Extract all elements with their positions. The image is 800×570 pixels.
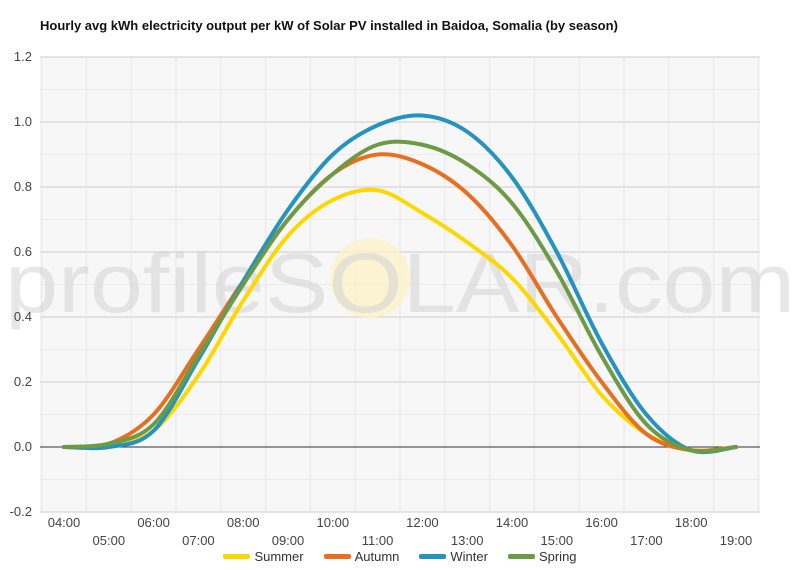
series-layer: [62, 113, 738, 455]
x-tick-label: 11:00: [362, 533, 394, 548]
series-line-autumn: [62, 152, 738, 453]
chart-title: Hourly avg kWh electricity output per kW…: [40, 18, 618, 33]
x-tick-label: 07:00: [182, 533, 215, 548]
legend-label: Winter: [450, 549, 488, 564]
series-line-spring: [62, 139, 738, 454]
legend-label: Spring: [538, 549, 577, 564]
x-tick-label: 16:00: [585, 515, 618, 530]
x-tick-label: 08:00: [227, 515, 260, 530]
x-tick-label: 18:00: [675, 515, 708, 530]
watermark-sun-icon: [330, 238, 410, 318]
series-line-winter: [62, 113, 738, 455]
axis-layer: -0.2 0.0 0.2 0.4 0.6 0.8 1.0 1.2 04:00 05:00 06:00…: [10, 49, 760, 548]
y-tick-label: 0.6: [14, 244, 32, 259]
legend-swatch: [419, 554, 447, 559]
series-line-summer: [62, 187, 738, 453]
legend-item-spring[interactable]: Spring: [507, 549, 577, 564]
x-tick-label: 09:00: [272, 533, 305, 548]
x-tick-label: 13:00: [451, 533, 484, 548]
x-tick-label: 19:00: [720, 533, 753, 548]
watermark-text: profileSOLAR.com: [5, 236, 795, 330]
watermark: profileSOLAR.com: [5, 236, 795, 330]
legend-swatch: [223, 554, 251, 559]
legend-swatch: [323, 554, 351, 559]
legend: Summer Autumn Winter Spring: [0, 549, 800, 564]
x-tick-label: 12:00: [406, 515, 439, 530]
x-tick-label: 06:00: [137, 515, 170, 530]
x-tick-label: 15:00: [541, 533, 574, 548]
legend-label: Autumn: [354, 549, 400, 564]
x-tick-label: 04:00: [48, 515, 81, 530]
y-tick-label: 0.2: [14, 374, 32, 389]
y-tick-label: 1.2: [14, 49, 32, 64]
x-tick-label: 17:00: [630, 533, 663, 548]
x-tick-label: 14:00: [496, 515, 529, 530]
x-tick-label: 05:00: [93, 533, 126, 548]
legend-item-winter[interactable]: Winter: [419, 549, 488, 564]
x-tick-label: 10:00: [317, 515, 350, 530]
legend-item-summer[interactable]: Summer: [223, 549, 304, 564]
legend-label: Summer: [254, 549, 304, 564]
legend-item-autumn[interactable]: Autumn: [323, 549, 400, 564]
y-tick-label: 0.0: [14, 439, 32, 454]
y-tick-label: 0.8: [14, 179, 32, 194]
y-tick-label: -0.2: [10, 504, 32, 519]
legend-swatch: [507, 554, 535, 559]
y-tick-label: 1.0: [14, 114, 32, 129]
y-tick-label: 0.4: [14, 309, 32, 324]
